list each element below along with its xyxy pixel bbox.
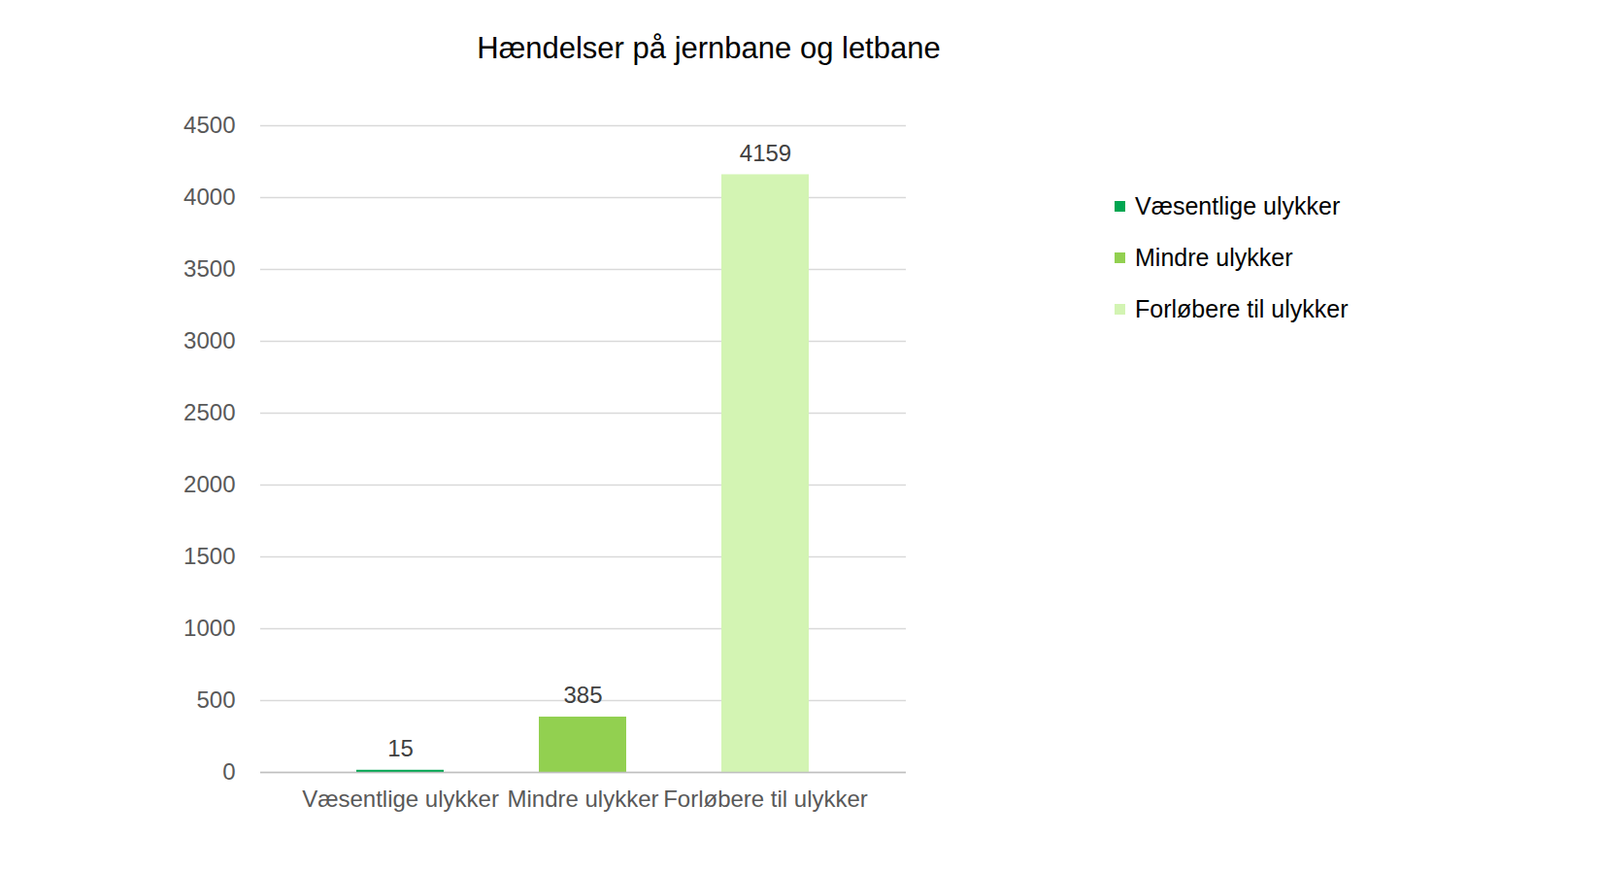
svg-text:Mindre ulykker: Mindre ulykker bbox=[506, 785, 659, 812]
html-text:Mindre ulykker: Mindre ulykker bbox=[1134, 243, 1293, 271]
svg-text:Væsentlige ulykker: Væsentlige ulykker bbox=[301, 785, 500, 812]
svg-text:2000: 2000 bbox=[183, 470, 235, 498]
html-text:Hændelser på jernbane og letba: Hændelser på jernbane og letbane bbox=[476, 31, 941, 66]
svg-text:Forløbere til ulykker: Forløbere til ulykker bbox=[663, 785, 868, 812]
svg-text:1500: 1500 bbox=[183, 542, 235, 569]
svg-text:3500: 3500 bbox=[183, 255, 235, 282]
svg-text:0: 0 bbox=[222, 758, 235, 785]
svg-text:385: 385 bbox=[563, 681, 602, 708]
html-text:Forløbere til ulykker: Forløbere til ulykker bbox=[1134, 295, 1349, 323]
svg-text:500: 500 bbox=[196, 686, 235, 713]
svg-text:4500: 4500 bbox=[183, 111, 235, 138]
html-text:Væsentlige ulykker: Væsentlige ulykker bbox=[1134, 192, 1340, 220]
svg-text:1000: 1000 bbox=[183, 614, 235, 641]
svg-text:2500: 2500 bbox=[183, 399, 235, 426]
svg-text:15: 15 bbox=[387, 734, 414, 762]
svg-text:4159: 4159 bbox=[739, 139, 792, 167]
svg-text:4000: 4000 bbox=[183, 183, 235, 210]
svg-text:3000: 3000 bbox=[183, 327, 235, 354]
